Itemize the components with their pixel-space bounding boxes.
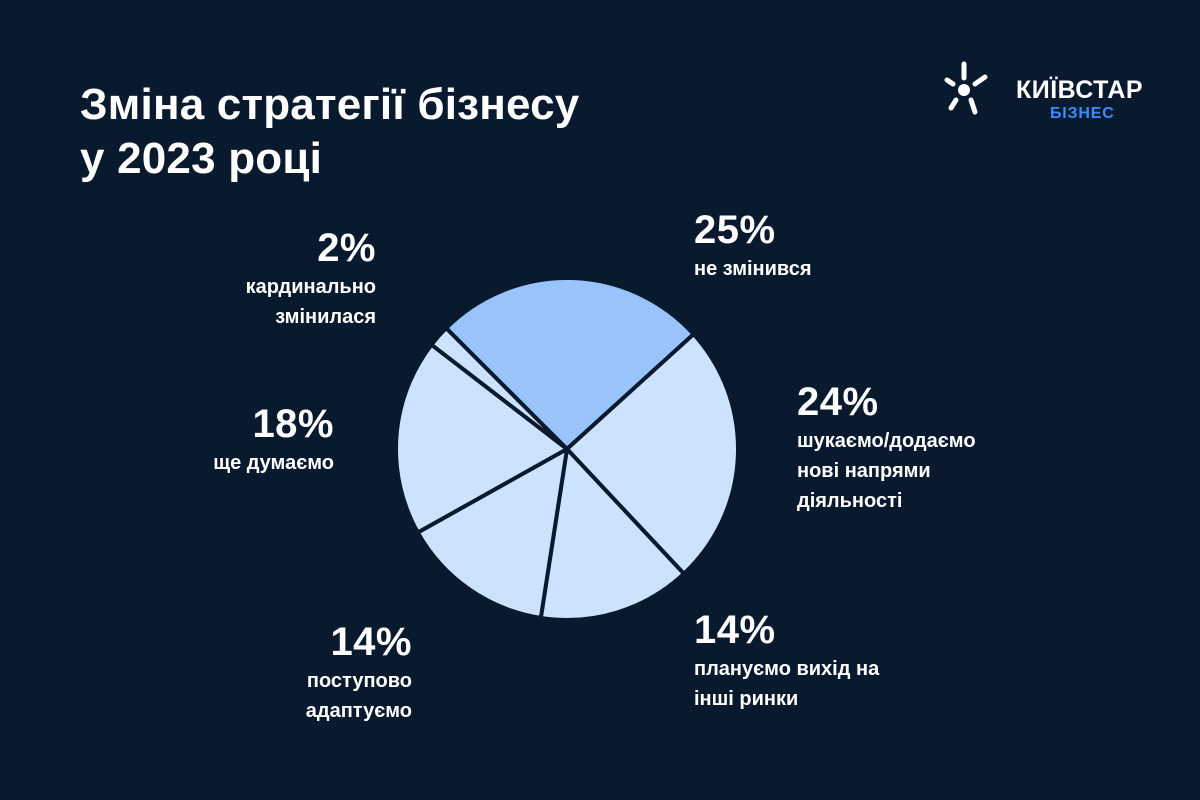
pie-slice-gradually-adapting <box>415 447 569 620</box>
slice-pct-new-directions: 24% <box>797 380 879 424</box>
pie-slice-not-changed <box>444 276 696 451</box>
slice-desc-still-thinking: ще думаємо <box>213 452 334 474</box>
label-gradually-adapting: 14% поступово адаптуємо <box>306 620 412 726</box>
pie-slice-cardinally-changed <box>429 326 569 451</box>
label-still-thinking: 18% ще думаємо <box>213 402 334 478</box>
chart-title-line-2: у 2023 році <box>80 134 323 183</box>
slice-desc-gradually-adapting: поступово адаптуємо <box>305 670 412 722</box>
label-not-changed: 25% не змінився <box>694 208 812 284</box>
pie-slice-still-thinking <box>394 342 569 535</box>
slice-pct-cardinally-changed: 2% <box>317 226 376 270</box>
chart-title: Зміна стратегії бізнесу у 2023 році <box>80 78 579 186</box>
kyivstar-business-logo: КИЇВСТАР БІЗНЕС <box>944 56 1154 126</box>
kyivstar-star-icon <box>944 61 988 115</box>
pie-slice-new-directions <box>565 332 740 576</box>
chart-title-line-1: Зміна стратегії бізнесу <box>80 80 580 129</box>
slice-pct-other-markets: 14% <box>694 608 776 652</box>
slice-pct-still-thinking: 18% <box>252 402 334 446</box>
slice-desc-not-changed: не змінився <box>694 258 812 280</box>
slice-pct-gradually-adapting: 14% <box>330 620 412 664</box>
label-cardinally-changed: 2% кардинально змінилася <box>246 226 376 332</box>
slice-desc-other-markets: плануємо вихід на інші ринки <box>694 658 880 710</box>
label-new-directions: 24% шукаємо/додаємо нові напрями діяльно… <box>797 380 976 516</box>
slice-pct-not-changed: 25% <box>694 208 776 252</box>
pie-slice-other-markets <box>538 447 686 622</box>
logo-subtitle: БІЗНЕС <box>1050 105 1115 122</box>
label-other-markets: 14% плануємо вихід на інші ринки <box>694 608 879 714</box>
logo-wordmark: КИЇВСТАР <box>1016 76 1144 104</box>
slice-desc-cardinally-changed: кардинально змінилася <box>245 276 376 328</box>
slice-desc-new-directions: шукаємо/додаємо нові напрями діяльності <box>797 430 976 512</box>
